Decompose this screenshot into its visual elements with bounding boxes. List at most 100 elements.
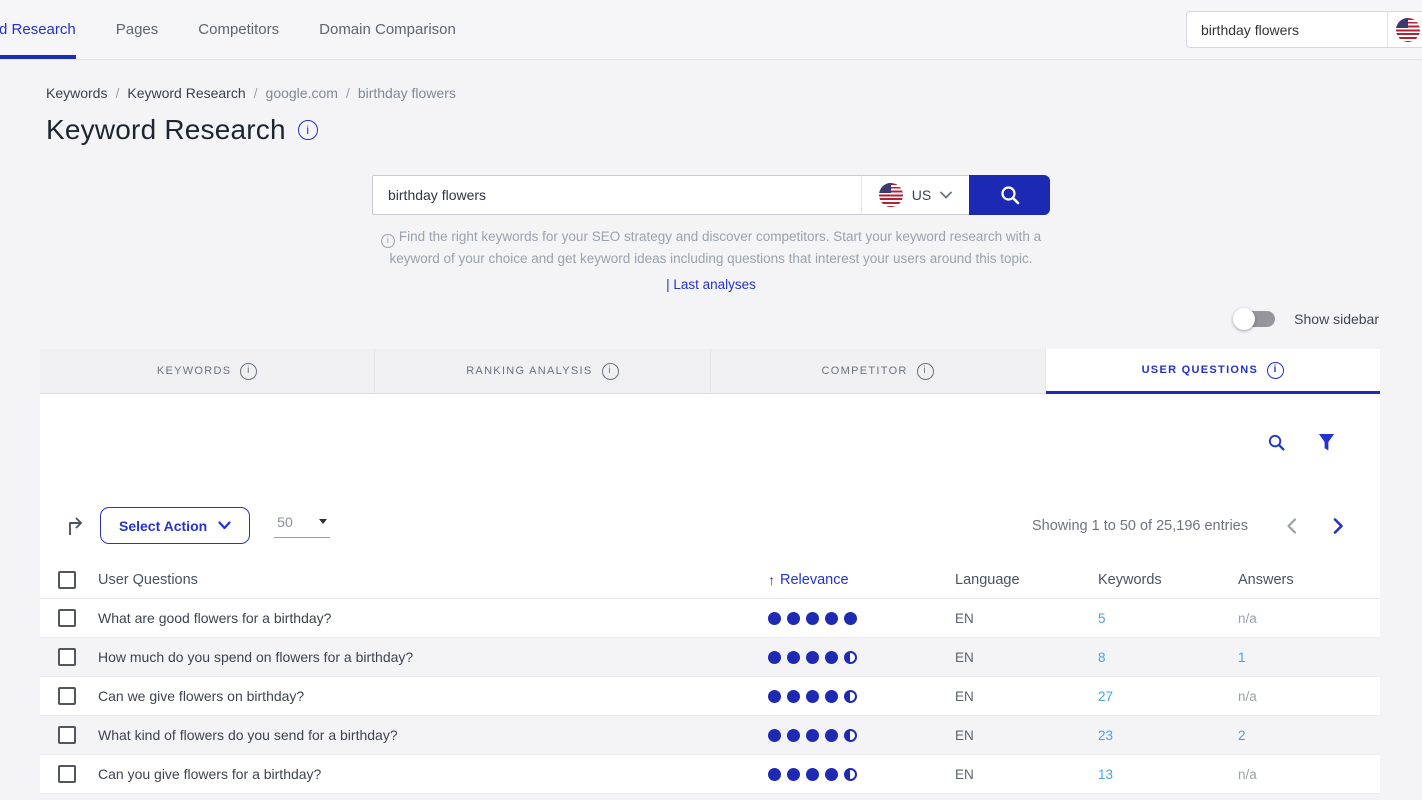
tab-ranking-analysis[interactable]: RANKING ANALYSIS i — [375, 349, 711, 394]
info-icon[interactable]: i — [297, 120, 318, 140]
topbar-search — [1186, 11, 1422, 48]
topbar-search-input[interactable] — [1187, 21, 1387, 38]
chevron-right-icon — [1333, 517, 1343, 534]
info-icon[interactable]: i — [916, 362, 934, 380]
select-action-label: Select Action — [119, 517, 208, 534]
relevance-dots — [768, 767, 955, 781]
page-size-value: 50 — [277, 513, 293, 530]
nav-item-competitors[interactable]: Competitors — [198, 0, 279, 59]
tab-competitor[interactable]: COMPETITOR i — [710, 349, 1046, 394]
relevance-dots — [768, 728, 955, 742]
language-value: EN — [955, 688, 974, 704]
keywords-count-link[interactable]: 8 — [1098, 649, 1106, 665]
chevron-left-icon — [1287, 517, 1297, 534]
keywords-count-link[interactable]: 27 — [1098, 688, 1114, 704]
chevron-down-icon — [218, 521, 231, 530]
breadcrumb-item-domain[interactable]: google.com — [265, 85, 338, 101]
page-title: Keyword Research — [46, 114, 286, 145]
search-description: i Find the right keywords for your SEO st… — [356, 226, 1066, 270]
search-area: US — [0, 175, 1422, 215]
table-row: What are good flowers for a birthday? EN… — [40, 599, 1380, 638]
info-icon: i — [380, 233, 395, 248]
relevance-dot — [825, 767, 838, 781]
breadcrumb-separator: / — [345, 85, 350, 101]
column-header-answers: Answers — [1238, 571, 1294, 588]
country-selector[interactable]: US — [862, 175, 969, 215]
relevance-dot — [806, 611, 819, 625]
select-action-button[interactable]: Select Action — [100, 507, 251, 544]
nav-item-keyword-research[interactable]: Keyword Research — [0, 0, 76, 59]
keyword-search-input[interactable] — [372, 175, 862, 215]
column-header-relevance[interactable]: ↑ Relevance — [768, 572, 955, 588]
table-row: How much do you spend on flowers for a b… — [40, 638, 1380, 677]
last-analyses-link[interactable]: | Last analyses — [666, 277, 756, 292]
next-page-button[interactable] — [1333, 517, 1344, 534]
row-checkbox[interactable] — [58, 648, 76, 666]
row-checkbox[interactable] — [58, 765, 76, 783]
relevance-dot — [825, 728, 838, 742]
show-sidebar-label: Show sidebar — [1294, 311, 1379, 327]
relevance-dot — [787, 650, 800, 664]
prev-page-button[interactable] — [1286, 517, 1297, 534]
relevance-dots — [768, 689, 955, 703]
breadcrumb-item-query[interactable]: birthday flowers — [357, 85, 456, 101]
show-sidebar-toggle[interactable] — [1233, 308, 1276, 330]
column-header-keywords: Keywords — [1098, 571, 1162, 588]
breadcrumb-item-keywords[interactable]: Keywords — [46, 85, 108, 101]
tab-label: COMPETITOR — [821, 365, 908, 377]
question-text: What kind of flowers do you send for a b… — [98, 727, 398, 743]
nav-item-domain-comparison[interactable]: Domain Comparison — [319, 0, 456, 59]
row-checkbox[interactable] — [58, 687, 76, 705]
caret-down-icon — [318, 519, 327, 524]
export-button[interactable] — [64, 514, 88, 538]
language-value: EN — [955, 766, 974, 782]
breadcrumb-item-keyword-research[interactable]: Keyword Research — [127, 85, 246, 101]
relevance-dot — [806, 767, 819, 781]
keywords-count-link[interactable]: 5 — [1098, 610, 1106, 626]
answers-count[interactable]: 2 — [1238, 727, 1246, 743]
keywords-count-link[interactable]: 13 — [1098, 766, 1114, 782]
nav-item-pages[interactable]: Pages — [116, 0, 159, 59]
page-size-select[interactable]: 50 — [274, 514, 330, 538]
answers-count[interactable]: 1 — [1238, 649, 1246, 665]
info-icon[interactable]: i — [1267, 361, 1285, 379]
filter-icon[interactable] — [1318, 433, 1335, 452]
info-icon[interactable]: i — [601, 362, 619, 380]
tab-user-questions[interactable]: USER QUESTIONS i — [1045, 349, 1380, 394]
column-header-label: Relevance — [780, 571, 849, 588]
info-icon[interactable]: i — [240, 362, 258, 380]
tab-keywords[interactable]: KEYWORDS i — [40, 349, 376, 394]
question-text: Can we give flowers on birthday? — [98, 688, 305, 704]
relevance-dot — [844, 611, 857, 625]
relevance-dot — [806, 728, 819, 742]
table-toolbar: Select Action 50 Showing 1 to 50 of 25,1… — [40, 507, 1380, 544]
sort-asc-icon: ↑ — [768, 571, 775, 588]
toggle-knob — [1233, 308, 1256, 330]
search-button[interactable] — [969, 175, 1050, 215]
nav-item-label: Domain Comparison — [319, 21, 456, 38]
relevance-dot — [768, 650, 781, 664]
relevance-dot — [787, 689, 800, 703]
pagination-area: Showing 1 to 50 of 25,196 entries — [1032, 518, 1344, 534]
question-text: How much do you spend on flowers for a b… — [98, 649, 414, 665]
row-checkbox[interactable] — [58, 726, 76, 744]
column-header-user-questions: User Questions — [98, 571, 198, 588]
relevance-dot — [806, 689, 819, 703]
us-flag-icon[interactable] — [1396, 17, 1420, 42]
keywords-count-link[interactable]: 23 — [1098, 727, 1114, 743]
sidebar-toggle-row: Show sidebar — [0, 308, 1379, 330]
nav-item-label: Keyword Research — [0, 21, 76, 38]
question-text: Can you give flowers for a birthday? — [98, 766, 322, 782]
table-row: Can you give flowers for a birthday? EN … — [40, 755, 1380, 794]
select-all-checkbox[interactable] — [58, 570, 76, 589]
relevance-dot — [825, 611, 838, 625]
relevance-dot — [806, 650, 819, 664]
table-row: Can we give flowers on birthday? EN 27 n… — [40, 677, 1380, 716]
tab-content: Select Action 50 Showing 1 to 50 of 25,1… — [40, 394, 1380, 794]
search-icon[interactable] — [1267, 433, 1286, 452]
relevance-dots — [768, 611, 955, 625]
relevance-dot — [844, 650, 857, 664]
relevance-dot — [825, 689, 838, 703]
row-checkbox[interactable] — [58, 609, 76, 627]
showing-entries-text: Showing 1 to 50 of 25,196 entries — [1031, 517, 1248, 534]
